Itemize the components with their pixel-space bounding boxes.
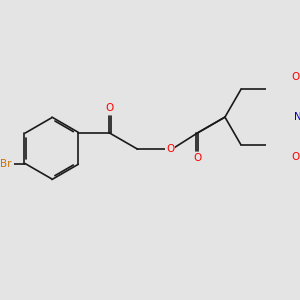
- Text: Br: Br: [0, 158, 11, 169]
- Text: O: O: [166, 144, 175, 154]
- Text: O: O: [106, 103, 114, 113]
- Text: N: N: [294, 112, 300, 122]
- Text: O: O: [292, 72, 300, 82]
- Text: O: O: [292, 152, 300, 162]
- Text: O: O: [193, 153, 201, 163]
